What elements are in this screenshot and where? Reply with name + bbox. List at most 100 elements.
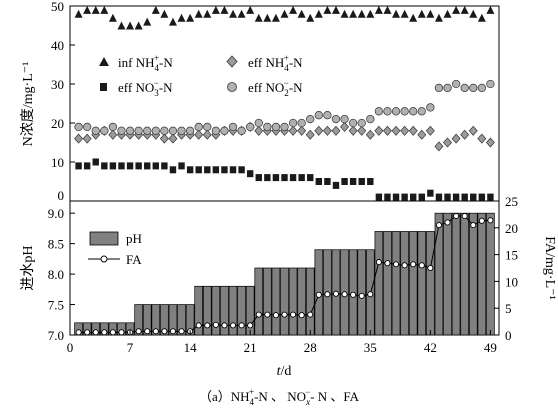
eff-no2-point xyxy=(185,126,195,135)
bottom-y-tick-label: 7.5 xyxy=(48,298,64,313)
fa-point xyxy=(401,262,408,269)
inf-nh4-point xyxy=(220,5,229,14)
eff-nh4-point xyxy=(400,125,410,136)
inf-nh4-point xyxy=(160,9,169,18)
eff-no2-point xyxy=(228,122,238,132)
ph-bar xyxy=(271,267,281,336)
eff-no3-point xyxy=(435,193,443,201)
eff-no3-point xyxy=(178,162,185,170)
legend-label-eff-no3: eff NO3−-N xyxy=(118,78,173,98)
figure-caption: （a）NH4+-N 、 NOx−- N 、FA xyxy=(199,387,360,407)
inf-nh4-point xyxy=(194,9,203,18)
eff-nh4-point xyxy=(159,133,169,144)
fa-point xyxy=(341,291,348,298)
inf-nh4-point xyxy=(331,5,340,14)
inf-nh4-point xyxy=(74,9,83,18)
legend-marker-eff-nh4 xyxy=(226,55,238,68)
fa-point xyxy=(444,219,451,226)
eff-nh4-point xyxy=(425,125,435,136)
fa-point xyxy=(375,259,382,266)
eff-no2-point xyxy=(100,126,109,135)
inf-nh4-point xyxy=(460,5,469,14)
inf-nh4-point xyxy=(357,9,366,18)
eff-nh4-point xyxy=(374,125,384,136)
eff-no2-point xyxy=(314,111,323,120)
eff-no3-point xyxy=(169,166,177,174)
eff-no3-point xyxy=(289,174,297,182)
eff-no2-point xyxy=(160,126,169,135)
legend-marker-fa xyxy=(100,255,108,263)
fa-point xyxy=(324,291,331,298)
ph-bar xyxy=(374,231,384,336)
eff-no2-point xyxy=(443,83,452,93)
inf-nh4-point xyxy=(263,13,272,22)
eff-no3-point xyxy=(152,162,159,170)
eff-nh4-point xyxy=(168,133,178,144)
eff-no2-point xyxy=(108,122,118,132)
eff-nh4-point xyxy=(202,129,212,140)
eff-no3-point xyxy=(478,193,486,201)
ph-bar xyxy=(460,212,469,336)
fa-point xyxy=(101,329,108,336)
ph-bar xyxy=(426,231,435,336)
ph-bar xyxy=(417,231,427,336)
eff-nh4-point xyxy=(357,125,367,136)
eff-nh4-point xyxy=(322,125,332,136)
inf-nh4-point xyxy=(392,9,401,18)
eff-no3-point xyxy=(118,162,125,170)
inf-nh4-point xyxy=(100,5,109,14)
inf-nh4-point xyxy=(83,5,92,14)
fa-point xyxy=(290,311,297,318)
eff-no3-point xyxy=(109,162,117,170)
inf-nh4-point xyxy=(168,17,177,26)
inf-nh4-point xyxy=(297,9,306,18)
eff-no2-point xyxy=(194,122,203,132)
eff-nh4-point xyxy=(74,133,84,144)
eff-nh4-point xyxy=(434,141,444,152)
eff-nh4-point xyxy=(297,125,307,136)
fa-point xyxy=(315,291,322,298)
eff-no2-point xyxy=(409,107,418,116)
fa-point xyxy=(392,261,400,268)
top-panel-marks xyxy=(74,5,495,201)
top-y-tick-label: 0 xyxy=(58,188,65,203)
x-tick-label: 7 xyxy=(127,340,134,355)
eff-no2-point xyxy=(400,107,409,116)
ph-bar xyxy=(400,231,409,336)
eff-no2-point xyxy=(280,122,289,132)
eff-no2-point xyxy=(434,83,444,93)
ph-bar xyxy=(254,267,264,336)
x-tick-label: 49 xyxy=(484,340,497,355)
eff-no3-point xyxy=(452,193,460,201)
fa-point xyxy=(109,329,116,336)
fa-point xyxy=(427,264,434,272)
ph-bar xyxy=(477,212,487,336)
eff-no3-point xyxy=(418,193,425,201)
inf-nh4-point xyxy=(349,9,358,18)
fa-point xyxy=(478,217,485,224)
eff-no3-point xyxy=(221,166,228,174)
inf-nh4-point xyxy=(91,5,100,14)
inf-nh4-point xyxy=(452,5,461,14)
eff-no3-point xyxy=(307,174,314,182)
eff-no3-point xyxy=(135,162,142,170)
eff-no3-point xyxy=(212,166,220,174)
eff-nh4-point xyxy=(82,133,92,144)
inf-nh4-point xyxy=(108,13,117,22)
legend-swatch-ph xyxy=(89,231,119,246)
fa-line xyxy=(75,212,494,336)
ph-bar xyxy=(211,285,221,336)
ph-bar xyxy=(194,285,203,336)
inf-nh4-point xyxy=(469,9,478,18)
eff-nh4-point xyxy=(460,129,470,140)
inf-nh4-point xyxy=(443,9,452,18)
eff-no2-point xyxy=(323,111,332,120)
legend-label-ph: pH xyxy=(126,231,142,246)
inf-nh4-point xyxy=(306,13,315,22)
eff-no3-point xyxy=(349,178,357,185)
eff-no2-point xyxy=(297,118,306,128)
eff-nh4-point xyxy=(443,137,452,148)
eff-no2-point xyxy=(383,107,392,116)
eff-no2-point xyxy=(254,118,263,128)
